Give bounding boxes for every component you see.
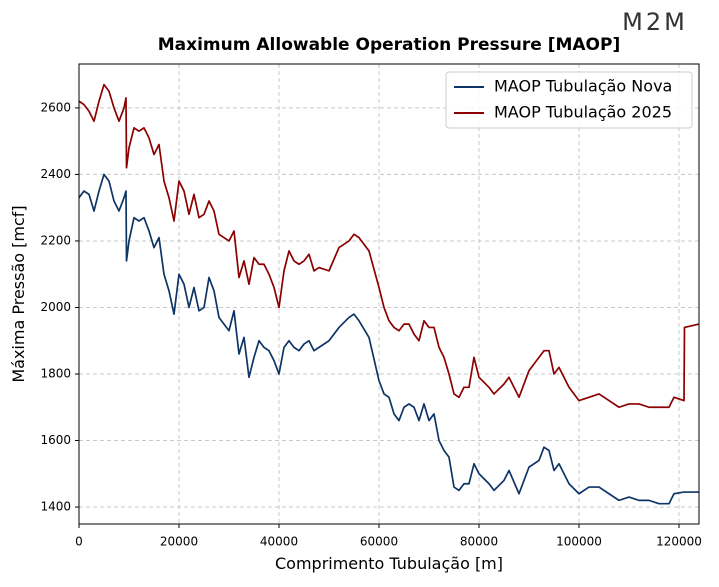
x-tick-label: 100000 xyxy=(556,535,602,549)
x-tick-label: 40000 xyxy=(260,535,298,549)
x-axis-label: Comprimento Tubulação [m] xyxy=(275,554,503,573)
line-series xyxy=(78,83,700,409)
x-tick-label: 60000 xyxy=(360,535,398,549)
y-axis-label: Máxima Pressão [mcf] xyxy=(9,205,28,382)
logo: M2M xyxy=(622,8,688,36)
plot-frame xyxy=(78,63,700,525)
legend-box xyxy=(445,71,693,129)
x-tick-label: 0 xyxy=(75,535,83,549)
y-tick-label: 2000 xyxy=(40,300,71,314)
y-tick-label: 1600 xyxy=(40,433,71,447)
x-tick-label: 80000 xyxy=(460,535,498,549)
x-tick-label: 120000 xyxy=(656,535,702,549)
line-series xyxy=(78,173,699,505)
legend-label: MAOP Tubulação Nova xyxy=(494,77,672,96)
y-tick-label: 2600 xyxy=(40,100,71,114)
y-tick-label: 2400 xyxy=(40,167,71,181)
y-tick-label: 1400 xyxy=(40,500,71,514)
legend-label: MAOP Tubulação 2025 xyxy=(494,103,672,122)
x-tick-label: 20000 xyxy=(160,535,198,549)
y-tick-label: 1800 xyxy=(40,366,71,380)
chart-title: Maximum Allowable Operation Pressure [MA… xyxy=(158,35,620,55)
y-tick-label: 2200 xyxy=(40,233,71,247)
